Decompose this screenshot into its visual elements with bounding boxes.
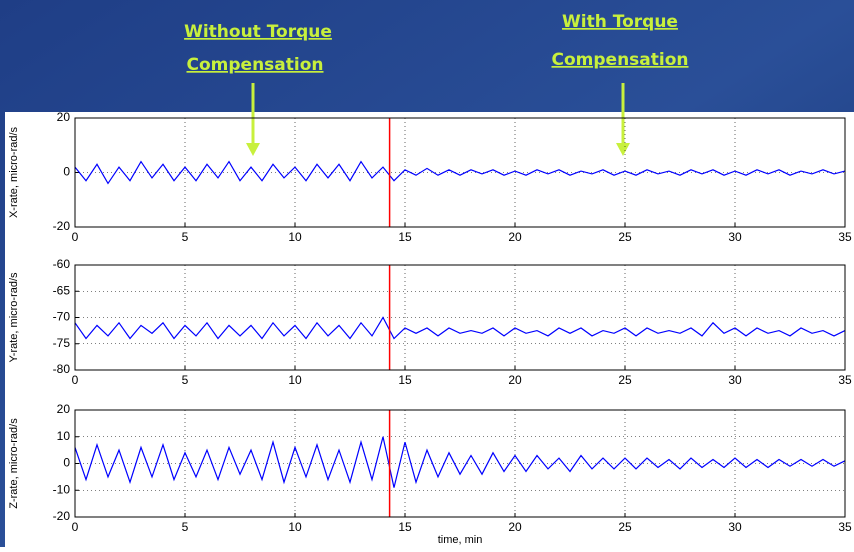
y-tick-label: 0 (63, 456, 70, 470)
x-tick-label: 0 (72, 373, 79, 387)
y-tick-label: -75 (53, 336, 71, 350)
annotation: Compensation (552, 50, 689, 70)
x-tick-label: 20 (508, 373, 522, 387)
x-tick-label: 15 (398, 230, 412, 244)
y-tick-label: 20 (57, 402, 71, 416)
x-tick-label: 35 (838, 230, 852, 244)
y-tick-label: 20 (57, 110, 71, 124)
annotation: With Torque (562, 12, 678, 32)
x-tick-label: 5 (182, 520, 189, 534)
y-tick-label: 0 (63, 165, 70, 179)
plot-frame (74, 409, 846, 518)
x-tick-label: 35 (838, 373, 852, 387)
y-tick-label: -10 (53, 482, 71, 496)
x-tick-label: 30 (728, 230, 742, 244)
x-tick-label: 5 (182, 230, 189, 244)
x-tick-label: 20 (508, 230, 522, 244)
y-tick-label: -80 (53, 362, 71, 376)
data-line (74, 316, 846, 340)
y-axis-label: X-rate, micro-rad/s (8, 126, 20, 218)
x-tick-label: 10 (288, 373, 302, 387)
plot-frame (74, 264, 846, 371)
arrows (246, 83, 630, 156)
y-tick-label: -70 (53, 310, 71, 324)
y-tick-label: -20 (53, 219, 71, 233)
x-tick-label: 0 (72, 230, 79, 244)
y-tick-label: -65 (53, 283, 71, 297)
y-tick-label: 10 (57, 429, 71, 443)
y-tick-label: -60 (53, 257, 71, 271)
x-axis-label: time, min (438, 534, 483, 546)
annotation: Compensation (187, 55, 324, 75)
x-tick-label: 35 (838, 520, 852, 534)
y-tick-label: -20 (53, 509, 71, 523)
x-tick-label: 5 (182, 373, 189, 387)
x-tick-label: 15 (398, 373, 412, 387)
x-tick-label: 15 (398, 520, 412, 534)
x-tick-label: 10 (288, 520, 302, 534)
x-tick-label: 25 (618, 520, 632, 534)
data-line (74, 436, 846, 488)
y-axis-label: Y-rate, micro-rad/s (8, 272, 20, 363)
annotation: Without Torque (184, 22, 332, 42)
x-tick-label: 10 (288, 230, 302, 244)
x-tick-label: 30 (728, 373, 742, 387)
x-tick-label: 20 (508, 520, 522, 534)
x-tick-label: 30 (728, 520, 742, 534)
x-tick-label: 25 (618, 230, 632, 244)
data-line (74, 160, 846, 185)
y-axis-label: Z-rate, micro-rad/s (8, 418, 20, 509)
x-tick-label: 25 (618, 373, 632, 387)
plot-frame (74, 117, 846, 228)
x-tick-label: 0 (72, 520, 79, 534)
